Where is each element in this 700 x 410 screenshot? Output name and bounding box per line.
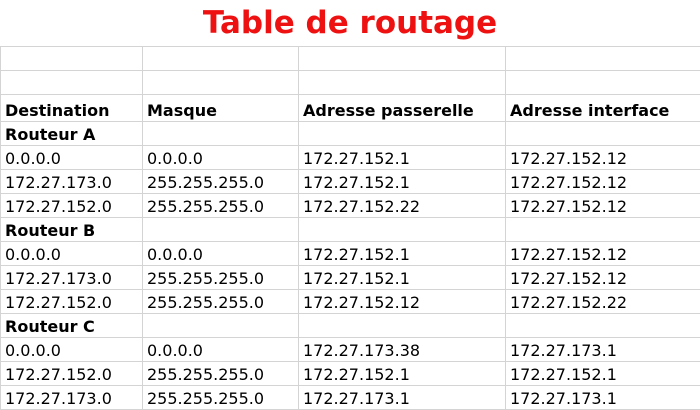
cell-interface[interactable]: 172.27.173.1 [506,338,700,362]
cell-destination[interactable]: 0.0.0.0 [1,146,143,170]
cell-destination[interactable]: 172.27.173.0 [1,170,143,194]
route-row: 0.0.0.0 0.0.0.0 172.27.173.38 172.27.173… [1,338,700,362]
route-row: 172.27.152.0 255.255.255.0 172.27.152.22… [1,194,700,218]
empty-row [1,47,700,71]
router-name[interactable]: Routeur B [1,218,143,242]
cell-passerelle[interactable]: 172.27.152.22 [299,194,506,218]
cell-interface[interactable]: 172.27.152.12 [506,242,700,266]
route-row: 172.27.152.0 255.255.255.0 172.27.152.1 … [1,362,700,386]
empty-cell[interactable] [299,122,506,146]
empty-cell[interactable] [299,47,506,71]
cell-masque[interactable]: 0.0.0.0 [143,338,299,362]
cell-masque[interactable]: 255.255.255.0 [143,362,299,386]
cell-interface[interactable]: 172.27.152.22 [506,290,700,314]
cell-destination[interactable]: 0.0.0.0 [1,338,143,362]
empty-cell[interactable] [299,71,506,95]
cell-interface[interactable]: 172.27.152.1 [506,362,700,386]
cell-masque[interactable]: 0.0.0.0 [143,146,299,170]
header-row: Destination Masque Adresse passerelle Ad… [1,95,700,122]
cell-passerelle[interactable]: 172.27.152.1 [299,146,506,170]
empty-cell[interactable] [299,314,506,338]
cell-interface[interactable]: 172.27.152.12 [506,194,700,218]
page-title: Table de routage [0,0,700,46]
cell-passerelle[interactable]: 172.27.173.38 [299,338,506,362]
cell-masque[interactable]: 255.255.255.0 [143,170,299,194]
cell-masque[interactable]: 255.255.255.0 [143,290,299,314]
empty-cell[interactable] [143,314,299,338]
empty-cell[interactable] [506,314,700,338]
cell-passerelle[interactable]: 172.27.152.1 [299,362,506,386]
route-row: 0.0.0.0 0.0.0.0 172.27.152.1 172.27.152.… [1,146,700,170]
route-row: 172.27.173.0 255.255.255.0 172.27.152.1 … [1,170,700,194]
cell-masque[interactable]: 0.0.0.0 [143,242,299,266]
cell-destination[interactable]: 0.0.0.0 [1,242,143,266]
empty-cell[interactable] [299,218,506,242]
cell-destination[interactable]: 172.27.173.0 [1,266,143,290]
empty-cell[interactable] [1,47,143,71]
empty-cell[interactable] [143,71,299,95]
routing-table: Destination Masque Adresse passerelle Ad… [0,46,700,410]
route-row: 172.27.173.0 255.255.255.0 172.27.152.1 … [1,266,700,290]
router-name[interactable]: Routeur C [1,314,143,338]
header-destination[interactable]: Destination [1,95,143,122]
cell-passerelle[interactable]: 172.27.152.1 [299,242,506,266]
router-row: Routeur A [1,122,700,146]
empty-cell[interactable] [143,122,299,146]
empty-cell[interactable] [506,47,700,71]
cell-passerelle[interactable]: 172.27.152.12 [299,290,506,314]
cell-interface[interactable]: 172.27.152.12 [506,266,700,290]
empty-cell[interactable] [143,218,299,242]
cell-passerelle[interactable]: 172.27.152.1 [299,266,506,290]
router-name[interactable]: Routeur A [1,122,143,146]
empty-cell[interactable] [1,71,143,95]
cell-destination[interactable]: 172.27.152.0 [1,362,143,386]
route-row: 172.27.152.0 255.255.255.0 172.27.152.12… [1,290,700,314]
cell-masque[interactable]: 255.255.255.0 [143,266,299,290]
empty-cell[interactable] [506,122,700,146]
empty-row [1,71,700,95]
header-masque[interactable]: Masque [143,95,299,122]
router-row: Routeur C [1,314,700,338]
cell-passerelle[interactable]: 172.27.152.1 [299,170,506,194]
cell-masque[interactable]: 255.255.255.0 [143,194,299,218]
empty-cell[interactable] [143,47,299,71]
header-passerelle[interactable]: Adresse passerelle [299,95,506,122]
empty-cell[interactable] [506,218,700,242]
empty-cell[interactable] [506,71,700,95]
cell-destination[interactable]: 172.27.152.0 [1,290,143,314]
cell-interface[interactable]: 172.27.152.12 [506,170,700,194]
cell-destination[interactable]: 172.27.152.0 [1,194,143,218]
header-interface[interactable]: Adresse interface [506,95,700,122]
cell-interface[interactable]: 172.27.152.12 [506,146,700,170]
router-row: Routeur B [1,218,700,242]
route-row: 0.0.0.0 0.0.0.0 172.27.152.1 172.27.152.… [1,242,700,266]
